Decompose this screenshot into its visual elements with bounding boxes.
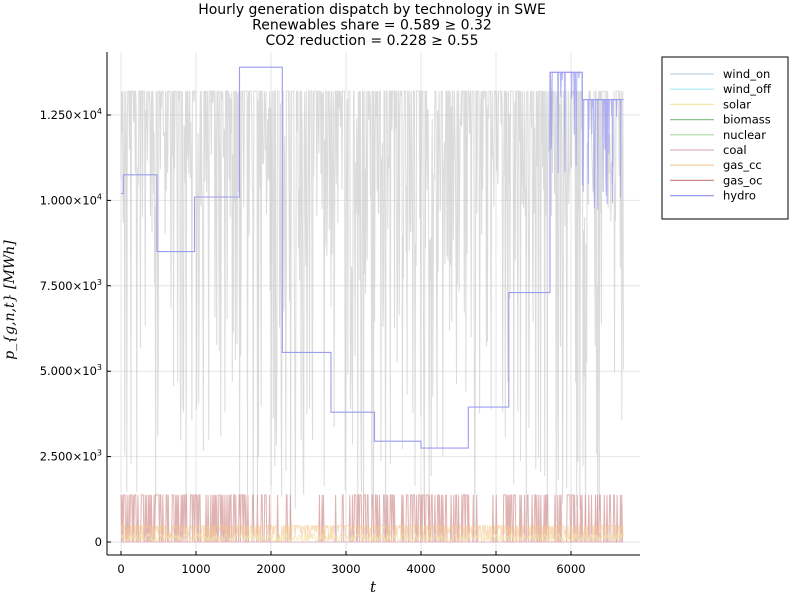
x-tick-label-1: 1000: [181, 562, 210, 576]
x-tick-label-0: 0: [117, 562, 124, 576]
chart-title-line-2: Renewables share = 0.589 ≥ 0.32: [252, 18, 492, 34]
series-line-solar: [120, 531, 624, 544]
legend-label-nuclear: nuclear: [723, 128, 766, 142]
legend-label-biomass: biomass: [723, 113, 771, 127]
y-axis-label: p_{g,n,t} [MWh]: [2, 240, 18, 360]
series-line-gas_cc: [120, 523, 624, 544]
y-tick-label-4: 1.000×104: [40, 192, 102, 207]
legend-label-hydro: hydro: [723, 189, 756, 203]
x-tick-label-2: 2000: [256, 562, 285, 576]
series-line-hydro-dips: [550, 71, 624, 210]
legend-label-solar: solar: [723, 97, 751, 111]
x-tick-label-3: 3000: [331, 562, 360, 576]
chart-title-line-1: Hourly generation dispatch by technology…: [198, 2, 546, 18]
x-tick-label-6: 6000: [556, 562, 585, 576]
series-line-hydro: [121, 66, 624, 449]
chart-title-line-3: CO2 reduction = 0.228 ≥ 0.55: [265, 33, 478, 49]
y-tick-label-0: 0: [95, 535, 102, 549]
y-tick-label-1: 2.500×103: [40, 449, 102, 464]
legend-label-gas_cc: gas_cc: [723, 158, 762, 172]
y-tick-label-2: 5.000×103: [40, 363, 102, 378]
x-axis-label: t: [370, 578, 377, 596]
y-tick-label-3: 7.500×103: [40, 278, 102, 293]
series-line-wind-gray-dense: [120, 89, 624, 542]
x-tick-label-4: 4000: [406, 562, 435, 576]
legend-label-gas_oc: gas_oc: [723, 173, 762, 187]
legend-label-wind_off: wind_off: [723, 82, 772, 96]
legend-box: [661, 56, 789, 220]
x-tick-label-5: 5000: [481, 562, 510, 576]
legend-label-wind_on: wind_on: [723, 67, 770, 81]
y-tick-label-5: 1.250×104: [40, 107, 102, 122]
legend-label-coal: coal: [723, 143, 747, 157]
